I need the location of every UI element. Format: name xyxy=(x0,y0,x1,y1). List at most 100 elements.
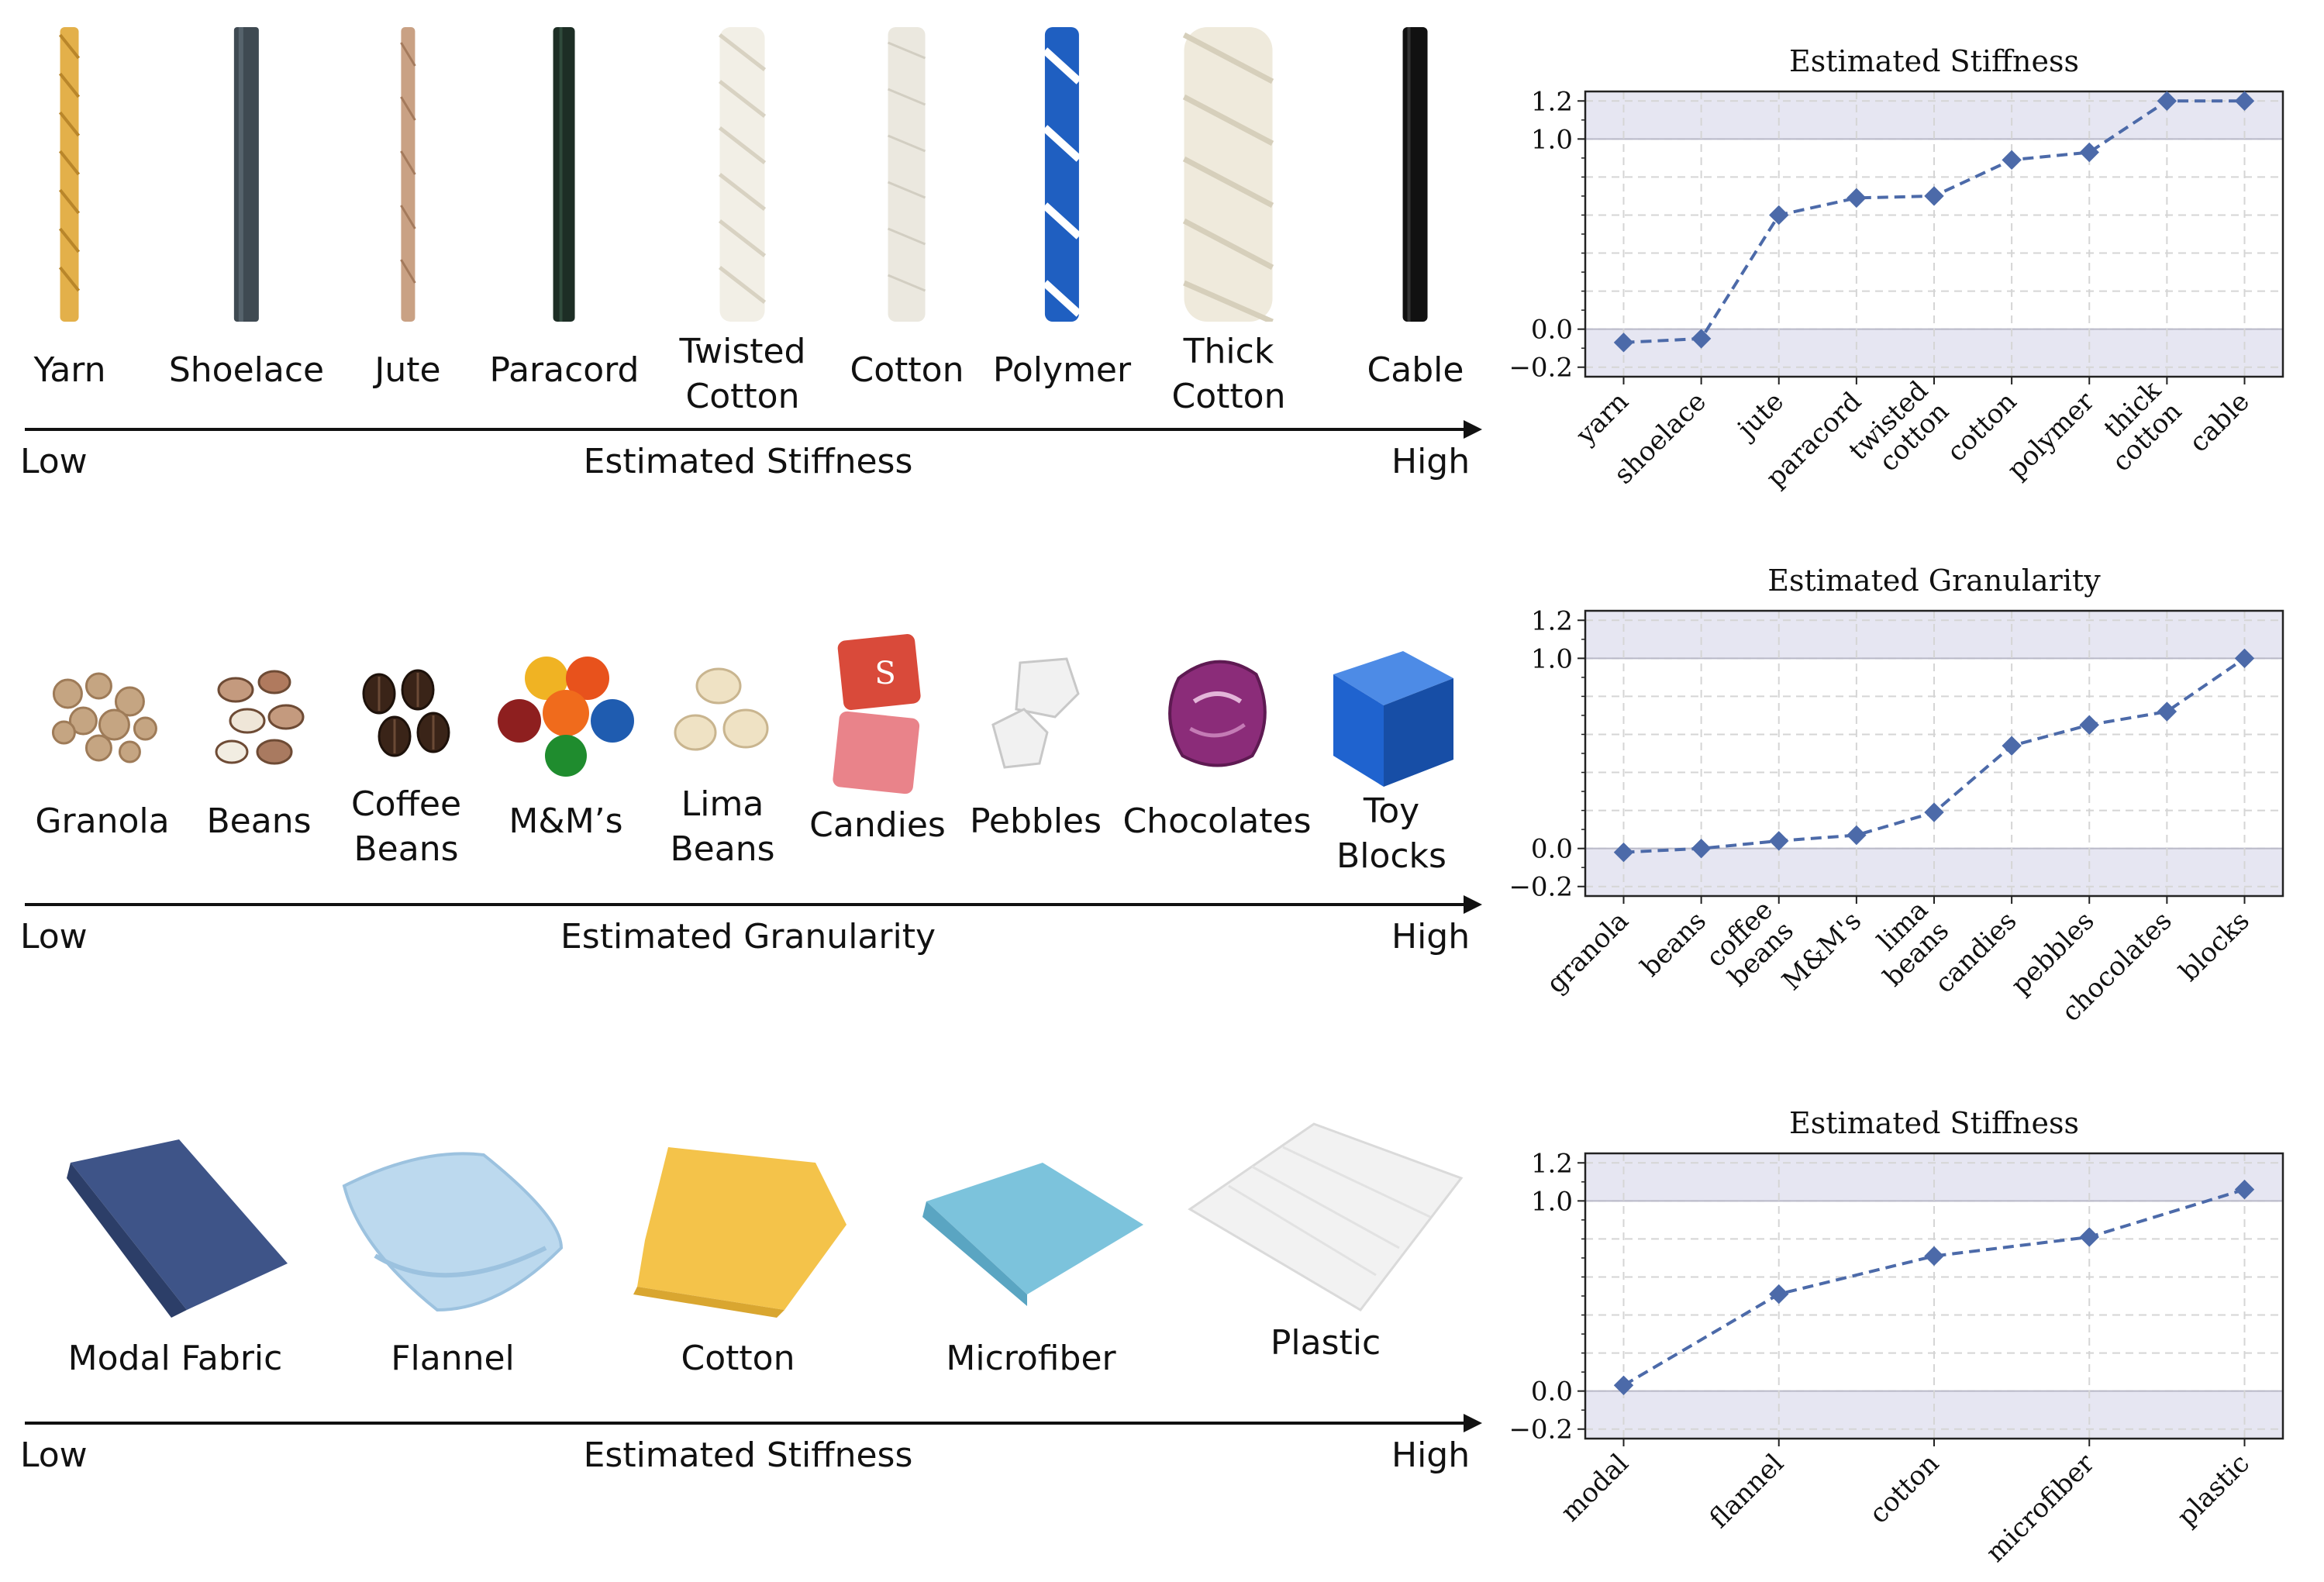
data-point xyxy=(2002,150,2022,171)
axis-high-label: High xyxy=(1391,442,1471,481)
granular-item-coffee-beans: Coffee Beans xyxy=(348,647,464,872)
pebbles-icon xyxy=(991,657,1080,769)
y-tick-label: 1.0 xyxy=(1531,124,1573,155)
axis-low-label: Low xyxy=(20,1436,88,1475)
rope-item-cable: Cable xyxy=(1367,27,1464,393)
fabric-item-flannel: Flannel xyxy=(329,1132,577,1381)
stiffness-chart-rope: Estimated Stiffness1.21.00.0−0.2yarnshoe… xyxy=(1509,44,2284,494)
x-tick-label: cable xyxy=(2183,386,2255,458)
y-tick-label: 1.0 xyxy=(1531,643,1573,674)
svg-text:S: S xyxy=(874,656,895,691)
rope-item-paracord: Paracord xyxy=(489,27,640,393)
chart-title: Estimated Stiffness xyxy=(1789,44,2079,78)
granularity-axis-arrow xyxy=(25,903,1467,906)
x-tick-label: cotton xyxy=(1864,1448,1946,1530)
x-tick-label: plastic xyxy=(2171,1448,2256,1532)
y-tick-label: −0.2 xyxy=(1509,872,1573,903)
x-tick-label: microfiber xyxy=(1980,1448,2101,1569)
x-tick-label: thickcotton xyxy=(2085,375,2188,478)
axis-low-label: Low xyxy=(20,442,88,481)
shoelace-rope-icon xyxy=(233,27,259,322)
item-label: Thick Cotton xyxy=(1171,332,1286,416)
axis-title: Estimated Stiffness xyxy=(583,1436,913,1475)
item-label: Plastic xyxy=(1270,1323,1381,1363)
x-tick-label: beans xyxy=(1635,905,1712,983)
x-tick-label: blocks xyxy=(2174,905,2256,987)
granular-item-granola: Granola xyxy=(35,647,170,844)
arrowhead-icon xyxy=(1464,420,1482,439)
granular-item-toy-blocks: Toy Blocks xyxy=(1318,636,1465,879)
y-tick-label: −0.2 xyxy=(1509,353,1573,384)
data-point xyxy=(2002,736,2022,756)
data-point xyxy=(2157,701,2177,722)
axis-low-label: Low xyxy=(20,917,88,956)
data-point xyxy=(2234,1179,2255,1200)
paracord-rope-icon xyxy=(553,27,575,322)
axis-title: Estimated Granularity xyxy=(560,917,936,956)
microfiber-icon xyxy=(922,1163,1143,1306)
chocolate-icon xyxy=(1167,660,1267,767)
polymer-rope-icon xyxy=(1042,27,1082,322)
series-line xyxy=(1622,1187,2246,1387)
x-tick-label: candies xyxy=(1929,905,2022,999)
granular-item-lima-beans: Lima Beans xyxy=(664,647,781,872)
x-tick-label: flannel xyxy=(1704,1448,1791,1535)
item-label: Lima Beans xyxy=(670,784,775,869)
data-point xyxy=(2079,715,2099,735)
y-tick-label: −0.2 xyxy=(1509,1415,1573,1446)
y-tick-label: 1.2 xyxy=(1531,1148,1573,1179)
arrowhead-icon xyxy=(1464,895,1482,914)
fabric-item-plastic: Plastic xyxy=(1182,1116,1469,1366)
axis-high-label: High xyxy=(1391,917,1471,956)
item-label: Chocolates xyxy=(1122,801,1312,841)
stiffness-axis-arrow xyxy=(25,428,1467,431)
item-label: Paracord xyxy=(489,350,640,390)
data-point xyxy=(2079,142,2099,163)
axis-title: Estimated Stiffness xyxy=(583,442,913,481)
cotton-rope-icon xyxy=(888,27,926,322)
data-point xyxy=(1924,802,1944,822)
fabric-item-modal: Modal Fabric xyxy=(55,1132,295,1381)
plastic-sheet-icon xyxy=(1188,1122,1464,1311)
item-label: Candies xyxy=(809,805,946,845)
x-tick-label: yarn xyxy=(1570,386,1635,451)
chart-title: Estimated Granularity xyxy=(1767,564,2101,598)
coffee-beans-icon xyxy=(362,669,450,757)
data-point xyxy=(1924,1246,1944,1267)
mm-candies-icon xyxy=(498,657,634,777)
item-label: Flannel xyxy=(391,1339,515,1378)
data-point xyxy=(1846,825,1867,846)
granular-item-candies: S Candies xyxy=(809,629,946,848)
x-tick-label: M&M's xyxy=(1776,905,1867,997)
rope-item-twisted-cotton: Twisted Cotton xyxy=(680,27,805,419)
data-point xyxy=(1769,205,1789,226)
fabric-stiffness-axis-arrow xyxy=(25,1422,1467,1425)
x-tick-label: polymer xyxy=(2002,386,2101,485)
rope-item-thick-cotton: Thick Cotton xyxy=(1171,27,1286,419)
data-point xyxy=(1613,1375,1634,1396)
granular-item-mms: M&M’s xyxy=(496,647,636,844)
beans-icon xyxy=(215,670,305,765)
rope-item-cotton: Cotton xyxy=(850,27,964,393)
granular-item-chocolates: Chocolates xyxy=(1122,647,1312,844)
item-label: M&M’s xyxy=(509,801,623,841)
item-label: Modal Fabric xyxy=(67,1339,283,1378)
rope-item-polymer: Polymer xyxy=(993,27,1131,393)
x-tick-label: jute xyxy=(1729,386,1790,446)
data-point xyxy=(1846,188,1867,209)
item-label: Jute xyxy=(374,350,441,390)
y-tick-label: 0.0 xyxy=(1531,834,1573,865)
data-point xyxy=(2079,1227,2099,1247)
item-label: Yarn xyxy=(33,350,106,390)
fabric-item-microfiber: Microfiber xyxy=(911,1132,1151,1381)
data-point xyxy=(1613,842,1634,863)
data-point xyxy=(2157,91,2177,111)
x-tick-label: twistedcotton xyxy=(1843,375,1955,488)
modal-fabric-icon xyxy=(67,1139,288,1318)
arrowhead-icon xyxy=(1464,1414,1482,1432)
rope-item-shoelace: Shoelace xyxy=(169,27,324,393)
granularity-chart: Estimated Granularity 1.2 1.0 0.0 −0.2granol… xyxy=(1509,564,2284,1028)
item-label: Polymer xyxy=(992,350,1132,390)
chart-title: Estimated Stiffness xyxy=(1789,1106,2079,1140)
item-label: Microfiber xyxy=(946,1339,1116,1378)
